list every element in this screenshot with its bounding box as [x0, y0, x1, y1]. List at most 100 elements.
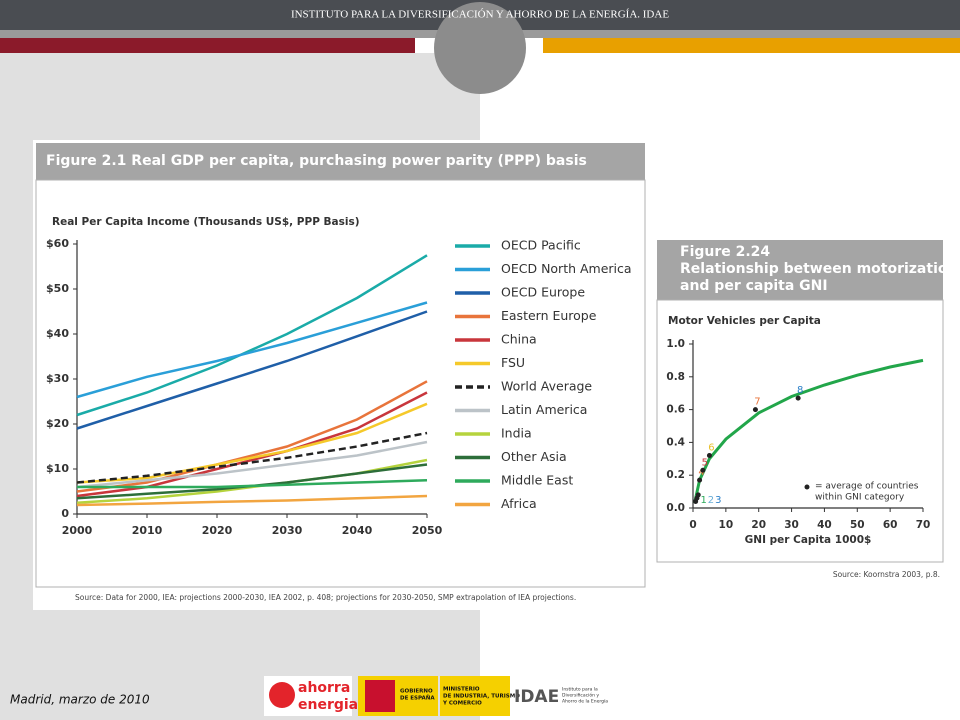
chart-border [656, 299, 944, 563]
y-tick-label: $40 [46, 327, 69, 340]
data-point [706, 453, 712, 459]
x-tick-label: 2000 [62, 524, 93, 537]
y-axis-label: Motor Vehicles per Capita [668, 315, 821, 327]
y-tick-label: 0.0 [666, 502, 685, 514]
legend-label: World Average [501, 379, 592, 394]
logo-bg [440, 676, 510, 716]
y-tick-label: $50 [46, 282, 69, 295]
legend-label: China [501, 332, 537, 347]
chart-border [35, 179, 646, 588]
x-tick-label: 2050 [412, 524, 443, 537]
data-point [752, 407, 758, 413]
logo-ahorra: ahorra energia [264, 676, 358, 716]
data-point [697, 477, 703, 483]
y-tick-label: $60 [46, 237, 69, 250]
data-point [700, 467, 706, 473]
x-tick-label: 70 [916, 519, 931, 531]
series-line [76, 254, 428, 417]
chart-title: Figure 2.1 Real GDP per capita, purchasi… [46, 153, 587, 169]
logo-text: Instituto para la [562, 687, 598, 693]
point-label: 7 [754, 397, 760, 408]
series-line [76, 380, 428, 493]
red-bar [0, 38, 415, 53]
legend-label: FSU [501, 355, 525, 370]
y-tick-label: $20 [46, 417, 69, 430]
orange-bar [543, 38, 960, 53]
logo-shield [365, 680, 395, 712]
chart-title-band [36, 143, 645, 180]
x-tick-label: 2020 [202, 524, 233, 537]
x-tick-label: 10 [719, 519, 734, 531]
logo-text: Y COMERCIO [442, 701, 482, 707]
chart-title: Relationship between motorization [680, 261, 957, 277]
series-line [76, 494, 428, 507]
point-label: 2 [708, 495, 714, 506]
logo-text: Ahorro de la Energía [562, 698, 608, 705]
chart-frame [33, 140, 648, 610]
legend-marker [804, 484, 810, 490]
data-point [695, 492, 701, 498]
point-label: 8 [797, 385, 803, 396]
legend-label: OECD Europe [501, 285, 585, 300]
legend-label: Other Asia [501, 449, 567, 464]
charts: Figure 2.1 Real GDP per capita, purchasi… [46, 153, 957, 602]
logo-text: MINISTERIO [443, 687, 480, 693]
logo-text: IDAE [514, 687, 559, 707]
point-label: 3 [715, 495, 721, 506]
x-tick-label: 2030 [272, 524, 303, 537]
y-tick-label: 1.0 [666, 338, 685, 350]
legend-label: Africa [501, 496, 537, 511]
chart-title: Figure 2.24 [680, 244, 770, 260]
x-tick-label: 60 [883, 519, 898, 531]
y-tick-label: 0 [61, 507, 69, 520]
legend-label: Eastern Europe [501, 308, 597, 323]
x-tick-label: 20 [751, 519, 766, 531]
y-tick-label: 0.4 [666, 436, 685, 448]
legend-note: within GNI category [815, 493, 905, 503]
series-line [77, 479, 428, 489]
point-label: 1 [700, 495, 706, 506]
series-line [76, 402, 428, 484]
y-axis-label: Real Per Capita Income (Thousands US$, P… [52, 216, 360, 228]
footer-date: Madrid, marzo de 2010 [10, 693, 150, 707]
x-tick-label: 50 [850, 519, 865, 531]
y-tick-label: 0.6 [666, 404, 685, 416]
series-line [76, 310, 428, 430]
x-tick-label: 2010 [132, 524, 163, 537]
legend-label: Latin America [501, 402, 587, 417]
point-label: 5 [702, 457, 708, 468]
y-tick-label: 0.2 [666, 469, 685, 481]
y-tick-label: $30 [46, 372, 69, 385]
logo-gobierno: GOBIERNO DE ESPAÑA MINISTERIO DE INDUSTR… [358, 676, 520, 716]
logo-text: energia [298, 697, 358, 713]
x-tick-label: 2040 [342, 524, 373, 537]
series-line [76, 391, 428, 498]
chart-title: and per capita GNI [680, 278, 828, 294]
chart-source: Source: Koornstra 2003, p.8. [833, 570, 940, 579]
logo-idae: IDAE Instituto para la Diversificación y… [514, 687, 608, 708]
legend-note: = average of countries [815, 482, 919, 492]
chart-source: Source: Data for 2000, IEA: projections … [75, 593, 576, 602]
logo-text: Diversificación y [562, 692, 599, 699]
point-label: 6 [708, 443, 714, 454]
y-tick-label: 0.8 [666, 371, 685, 383]
x-tick-label: 40 [817, 519, 832, 531]
legend-label: OECD North America [501, 261, 632, 276]
logo-text: DE INDUSTRIA, TURISMO [443, 694, 520, 700]
point-label: 4 [698, 467, 704, 478]
header-circle [434, 2, 526, 94]
x-tick-label: 30 [784, 519, 799, 531]
logo-icon [269, 682, 295, 708]
x-axis-label: GNI per Capita 1000$ [745, 534, 872, 546]
data-point [795, 395, 801, 401]
legend-label: OECD Pacific [501, 238, 581, 253]
series-line [76, 301, 428, 399]
logo-text: ahorra [298, 680, 350, 696]
header-title: INSTITUTO PARA LA DIVERSIFICACIÓN Y AHOR… [291, 9, 669, 21]
legend-label: Middle East [501, 473, 573, 488]
series-line [76, 440, 428, 489]
legend-label: India [501, 426, 532, 441]
chart-title-band [657, 240, 943, 300]
series-line [76, 431, 428, 484]
